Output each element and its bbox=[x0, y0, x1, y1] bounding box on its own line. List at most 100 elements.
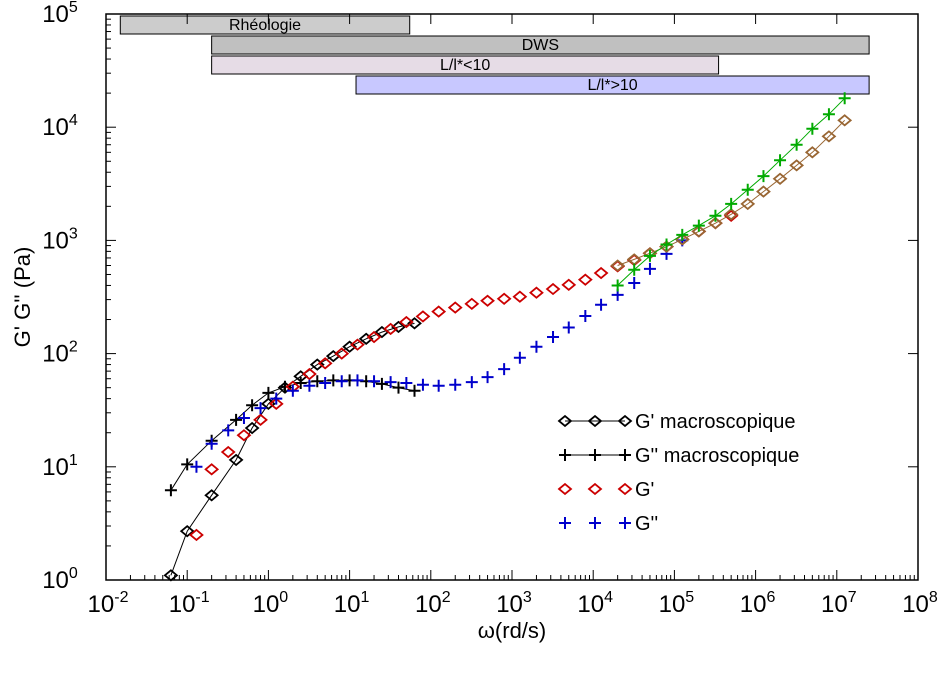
data-point bbox=[774, 154, 787, 167]
data-point bbox=[838, 92, 851, 105]
data-point bbox=[400, 376, 413, 389]
x-tick-exponent: -2 bbox=[114, 589, 128, 606]
x-tick-base: 10 bbox=[334, 591, 361, 618]
x-axis-title: ω(rd/s) bbox=[478, 618, 547, 643]
legend-marker bbox=[619, 449, 631, 461]
data-point bbox=[806, 122, 819, 135]
x-tick-label: 108 bbox=[902, 589, 938, 618]
legend-entry: G'' bbox=[559, 513, 658, 535]
y-tick-label: 100 bbox=[42, 565, 78, 594]
x-tick-base: 10 bbox=[577, 591, 604, 618]
x-tick-exponent: 6 bbox=[766, 589, 775, 606]
data-point bbox=[513, 351, 526, 364]
x-tick-exponent: 0 bbox=[279, 589, 288, 606]
data-point bbox=[366, 330, 382, 344]
data-point bbox=[432, 379, 445, 392]
data-point bbox=[181, 458, 194, 471]
data-point bbox=[179, 524, 195, 538]
legend-marker bbox=[559, 449, 571, 461]
x-tick-label: 102 bbox=[415, 589, 451, 618]
range-band-label: DWS bbox=[522, 37, 559, 54]
data-point bbox=[691, 225, 707, 238]
x-tick-base: 10 bbox=[415, 591, 442, 618]
data-point bbox=[286, 384, 299, 397]
x-tick-label: 104 bbox=[577, 589, 613, 618]
data-point bbox=[708, 216, 723, 230]
x-tick-label: 107 bbox=[821, 589, 857, 618]
x-tick-exponent: 4 bbox=[604, 589, 613, 606]
data-point bbox=[358, 332, 374, 346]
data-point bbox=[351, 374, 364, 387]
data-point bbox=[804, 146, 820, 159]
data-point bbox=[220, 445, 236, 459]
range-band-bar bbox=[119, 15, 411, 35]
plot-frame bbox=[105, 13, 919, 581]
data-point bbox=[547, 331, 560, 344]
data-point bbox=[789, 159, 805, 172]
data-point bbox=[190, 460, 203, 473]
y-tick-exponent: 5 bbox=[69, 0, 78, 16]
data-point bbox=[545, 282, 561, 296]
x-tick-exponent: 8 bbox=[929, 589, 938, 606]
data-point bbox=[205, 437, 218, 450]
data-point bbox=[391, 320, 406, 334]
x-tick-label: 10-2 bbox=[88, 589, 129, 618]
data-point bbox=[676, 228, 689, 241]
data-point bbox=[230, 413, 243, 426]
y-tick-label: 101 bbox=[42, 452, 78, 481]
data-point bbox=[723, 208, 739, 221]
data-point bbox=[449, 378, 462, 391]
data-point bbox=[278, 380, 291, 393]
x-tick-base: 10 bbox=[902, 591, 929, 618]
data-point bbox=[480, 294, 495, 307]
data-point bbox=[268, 397, 284, 410]
data-point bbox=[561, 278, 577, 292]
data-point bbox=[692, 219, 705, 232]
data-point bbox=[375, 377, 388, 390]
data-point bbox=[529, 286, 544, 299]
series-line bbox=[170, 379, 415, 491]
series-group bbox=[189, 209, 739, 542]
axis-ticks: 10-2 10-1 100 101 102 103 104 105 106 107 10810010… bbox=[42, 0, 938, 618]
legend-marker bbox=[617, 414, 633, 428]
data-point bbox=[334, 347, 350, 360]
y-axis-title: G' G'' (Pa) bbox=[10, 247, 35, 348]
y-tick-base: 10 bbox=[42, 341, 69, 368]
legend-marker bbox=[557, 414, 573, 428]
legend-label: G' bbox=[635, 479, 654, 501]
data-point bbox=[189, 528, 204, 542]
data-point bbox=[164, 484, 177, 497]
data-point bbox=[408, 384, 421, 397]
x-tick-exponent: 7 bbox=[848, 589, 857, 606]
data-point bbox=[741, 183, 754, 196]
legend-marker bbox=[617, 482, 633, 496]
data-point bbox=[611, 279, 624, 292]
data-point bbox=[562, 321, 575, 334]
range-band: L/l*>10 bbox=[355, 75, 870, 95]
data-point bbox=[512, 290, 528, 303]
legend-marker bbox=[587, 414, 603, 428]
data-point bbox=[204, 463, 220, 476]
data-point bbox=[756, 185, 771, 198]
y-tick-exponent: 1 bbox=[69, 452, 78, 469]
legend-marker bbox=[619, 517, 631, 529]
legend-marker bbox=[587, 482, 603, 496]
x-tick-exponent: 5 bbox=[685, 589, 694, 606]
data-point bbox=[643, 262, 656, 275]
range-bands: Rhéologie DWS L/l*<10 L/l*>10 bbox=[119, 15, 870, 95]
x-tick-base: 10 bbox=[740, 591, 767, 618]
data-point bbox=[725, 197, 738, 210]
x-tick-label: 101 bbox=[334, 589, 370, 618]
data-point bbox=[392, 381, 405, 394]
data-point bbox=[643, 249, 656, 262]
range-band-bar bbox=[211, 35, 870, 55]
x-tick-base: 10 bbox=[169, 591, 196, 618]
data-point bbox=[204, 489, 220, 502]
data-point bbox=[821, 130, 837, 143]
data-point bbox=[628, 263, 641, 276]
series-group bbox=[610, 114, 853, 272]
data-point bbox=[317, 357, 333, 370]
data-point bbox=[822, 108, 835, 121]
data-point bbox=[407, 317, 422, 330]
